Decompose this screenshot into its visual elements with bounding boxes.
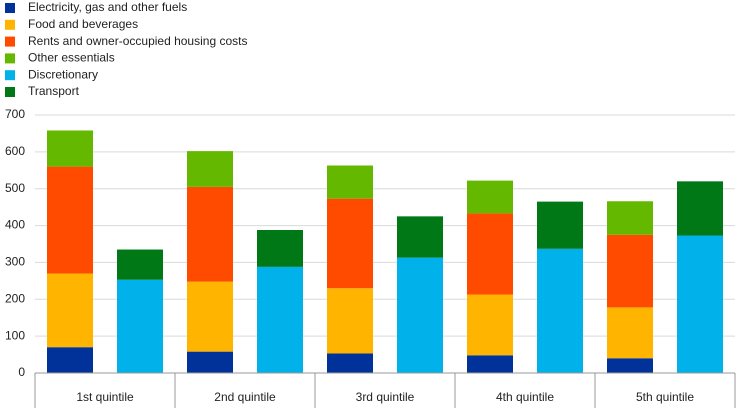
- y-tick-label: 100: [5, 328, 25, 342]
- y-tick-label: 400: [5, 218, 25, 232]
- y-tick-label: 700: [5, 107, 25, 121]
- legend-swatch: [5, 36, 15, 47]
- bar-segment: [607, 201, 653, 235]
- legend-label: Electricity, gas and other fuels: [28, 0, 187, 14]
- bar-segment: [47, 166, 93, 274]
- bar-segment: [607, 307, 653, 359]
- legend-label: Discretionary: [28, 67, 98, 81]
- y-tick-label: 0: [18, 365, 25, 379]
- bar-segment: [607, 234, 653, 308]
- bar-segment: [47, 130, 93, 167]
- bar-segment: [677, 181, 723, 236]
- bar-segment: [467, 355, 513, 373]
- y-tick-label: 300: [5, 255, 25, 269]
- legend-label: Rents and owner-occupied housing costs: [28, 34, 247, 48]
- bar-segment: [537, 201, 583, 249]
- legend-swatch: [5, 53, 15, 64]
- x-tick-label: 4th quintile: [496, 390, 554, 404]
- bar-segment: [677, 235, 723, 373]
- x-tick-label: 2nd quintile: [214, 390, 276, 404]
- legend-swatch: [5, 19, 15, 30]
- bar-segment: [257, 229, 303, 267]
- bar-segment: [187, 186, 233, 282]
- bar-segment: [47, 347, 93, 373]
- legend-label: Transport: [28, 84, 80, 98]
- x-tick-label: 5th quintile: [636, 390, 694, 404]
- bar-segment: [187, 281, 233, 352]
- x-tick-label: 1st quintile: [76, 390, 134, 404]
- bar-segment: [537, 248, 583, 373]
- bar-segment: [467, 294, 513, 356]
- legend-swatch: [5, 87, 15, 97]
- bar-segment: [327, 198, 373, 289]
- bar-segment: [117, 279, 163, 373]
- legend-swatch: [5, 3, 15, 13]
- bar-segment: [187, 151, 233, 187]
- legend-label: Food and beverages: [28, 17, 138, 31]
- legend-label: Other essentials: [28, 51, 115, 65]
- bar-segment: [117, 249, 163, 280]
- bar-segment: [327, 288, 373, 354]
- bar-segment: [187, 351, 233, 373]
- bar-segment: [397, 216, 443, 258]
- legend-swatch: [5, 70, 15, 81]
- bar-segment: [47, 273, 93, 348]
- x-tick-label: 3rd quintile: [356, 390, 415, 404]
- bar-segment: [467, 180, 513, 214]
- y-tick-label: 500: [5, 181, 25, 195]
- bar-segment: [397, 257, 443, 373]
- bar-segment: [327, 165, 373, 199]
- bar-segment: [257, 266, 303, 373]
- bar-segment: [607, 358, 653, 373]
- bar-segment: [327, 353, 373, 373]
- y-tick-label: 200: [5, 291, 25, 305]
- bar-segment: [467, 213, 513, 295]
- y-tick-label: 600: [5, 144, 25, 158]
